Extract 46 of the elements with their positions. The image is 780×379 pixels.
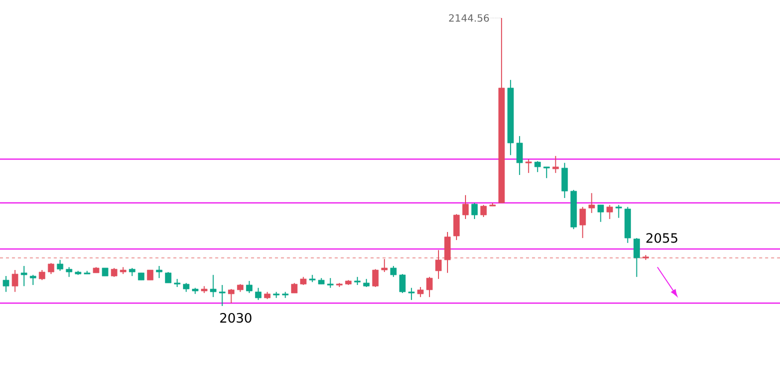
candlestick (534, 160, 541, 173)
candlestick (56, 259, 64, 272)
candlestick (327, 278, 334, 288)
candlestick (435, 250, 442, 280)
candlestick (291, 282, 298, 294)
candlestick (417, 286, 424, 298)
candlestick (12, 269, 18, 292)
candlestick (471, 202, 478, 220)
candlestick (588, 192, 595, 214)
candlestick (552, 155, 559, 174)
candlestick (66, 266, 72, 278)
candlestick (597, 204, 604, 222)
candlestick (210, 274, 216, 298)
candlestick (525, 158, 532, 174)
text: 2030 (220, 312, 252, 323)
candlestick (606, 204, 613, 220)
candlestick (48, 262, 54, 275)
candlestick (228, 288, 234, 304)
candlestick (453, 214, 460, 241)
candlestick (30, 274, 36, 286)
candlestick (156, 265, 162, 279)
candlestick (146, 269, 154, 281)
candlestick (616, 204, 622, 218)
candlestick (516, 136, 523, 176)
candlestick (543, 166, 550, 179)
candlestick (2, 276, 10, 292)
candlestick (219, 284, 226, 306)
candlestick (381, 258, 388, 273)
candlestick (444, 231, 451, 274)
candlestick (255, 287, 262, 300)
candlestick (480, 204, 487, 218)
candlestick (579, 206, 586, 239)
candlestick (399, 274, 406, 294)
candlestick (165, 272, 172, 284)
candlestick (38, 269, 46, 281)
candlestick (426, 276, 433, 298)
annotation: 2144.56 (449, 14, 489, 22)
annotation: 2055 (646, 233, 678, 243)
candlestick (634, 238, 640, 278)
candlestick (372, 268, 379, 288)
candlestick (390, 265, 397, 278)
candlestick (408, 287, 415, 300)
candlestick (462, 194, 469, 220)
candlestick (20, 265, 28, 287)
candlestick (246, 280, 252, 294)
candlestick (561, 162, 568, 198)
